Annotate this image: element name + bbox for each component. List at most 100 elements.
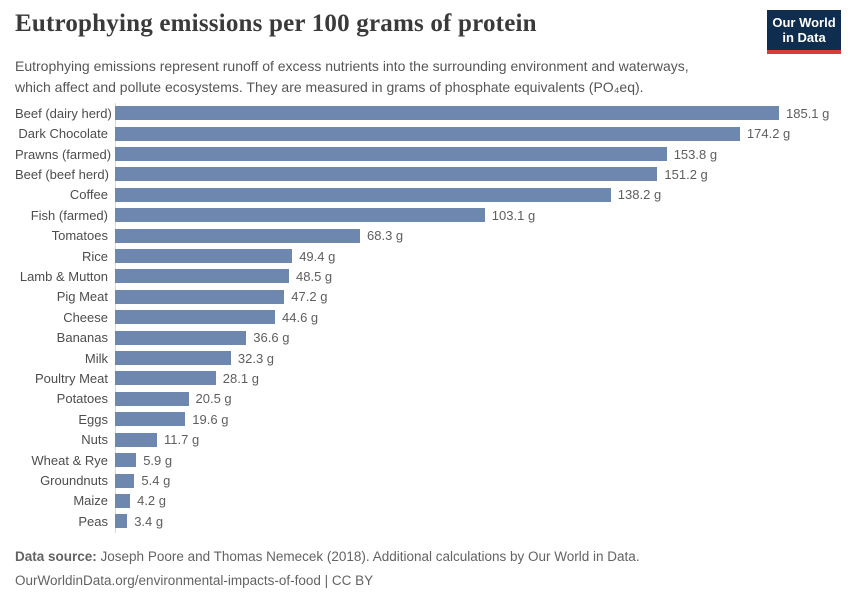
chart-row: Groundnuts 5.4 g — [15, 470, 845, 490]
bar-track: 28.1 g — [115, 368, 845, 388]
chart-row: Rice 49.4 g — [15, 246, 845, 266]
bar[interactable] — [115, 432, 157, 447]
data-source-text: Joseph Poore and Thomas Nemecek (2018). … — [96, 549, 640, 564]
bar[interactable] — [115, 187, 611, 202]
bar[interactable] — [115, 391, 189, 406]
value-label: 49.4 g — [299, 248, 336, 264]
chart-row: Coffee 138.2 g — [15, 185, 845, 205]
chart-row: Maize 4.2 g — [15, 491, 845, 511]
category-label: Pig Meat — [56, 289, 108, 305]
bar-track: 36.6 g — [115, 327, 845, 347]
bar[interactable] — [115, 249, 293, 264]
bar-track: 5.4 g — [115, 470, 845, 490]
value-label: 151.2 g — [664, 166, 708, 182]
category-label: Fish (farmed) — [30, 207, 108, 223]
logo-line-2: in Data — [782, 30, 826, 45]
category-label: Nuts — [81, 432, 108, 448]
bar-track: 185.1 g — [115, 103, 845, 123]
bar[interactable] — [115, 167, 658, 182]
chart-row: Potatoes 20.5 g — [15, 389, 845, 409]
chart-row: Dark Chocolate 174.2 g — [15, 123, 845, 143]
bar-track: 153.8 g — [115, 144, 845, 164]
value-label: 48.5 g — [296, 268, 333, 284]
value-label: 68.3 g — [367, 228, 404, 244]
category-label: Peas — [78, 513, 108, 529]
value-label: 28.1 g — [222, 370, 259, 386]
bar-track: 11.7 g — [115, 430, 845, 450]
chart-row: Eggs 19.6 g — [15, 409, 845, 429]
bar-track: 44.6 g — [115, 307, 845, 327]
bar[interactable] — [115, 371, 216, 386]
chart-row: Nuts 11.7 g — [15, 430, 845, 450]
value-label: 44.6 g — [282, 309, 319, 325]
category-label: Prawns (farmed) — [15, 146, 112, 162]
bar[interactable] — [115, 269, 289, 284]
chart-subtitle: Eutrophying emissions represent runoff o… — [15, 58, 689, 95]
value-label: 103.1 g — [491, 207, 536, 223]
value-label: 20.5 g — [195, 391, 232, 407]
bar-track: 3.4 g — [115, 511, 845, 531]
chart-row: Tomatoes 68.3 g — [15, 225, 845, 245]
bar-track: 68.3 g — [115, 225, 845, 245]
value-label: 4.2 g — [137, 493, 167, 509]
value-label: 36.6 g — [253, 330, 290, 346]
category-label: Tomatoes — [51, 228, 108, 244]
category-label: Bananas — [56, 330, 108, 346]
bar-track: 4.2 g — [115, 491, 845, 511]
chart-row: Beef (dairy herd) 185.1 g — [15, 103, 845, 123]
category-label: Cheese — [63, 309, 108, 325]
bar[interactable] — [115, 228, 360, 243]
category-label: Wheat & Rye — [31, 452, 108, 468]
value-label: 5.9 g — [143, 452, 173, 468]
bar-track: 103.1 g — [115, 205, 845, 225]
bar-track: 49.4 g — [115, 246, 845, 266]
chart-row: Pig Meat 47.2 g — [15, 287, 845, 307]
chart-footer: Data source: Joseph Poore and Thomas Nem… — [15, 545, 640, 593]
value-label: 3.4 g — [134, 513, 164, 529]
bar-track: 174.2 g — [115, 123, 845, 143]
chart-row: Beef (beef herd) 151.2 g — [15, 164, 845, 184]
bar[interactable] — [115, 310, 275, 325]
bar[interactable] — [115, 289, 285, 304]
value-label: 19.6 g — [192, 411, 229, 427]
bar-track: 48.5 g — [115, 266, 845, 286]
bar[interactable] — [115, 147, 667, 162]
bar[interactable] — [115, 351, 231, 366]
category-label: Potatoes — [56, 391, 108, 407]
chart-row: Poultry Meat 28.1 g — [15, 368, 845, 388]
bar[interactable] — [115, 412, 186, 427]
category-label: Groundnuts — [40, 473, 108, 489]
category-label: Lamb & Mutton — [19, 268, 108, 284]
value-label: 174.2 g — [746, 126, 791, 142]
bar[interactable] — [115, 208, 485, 223]
bar-chart: Beef (dairy herd) 185.1 g Dark Chocolate 17… — [15, 103, 845, 532]
category-label: Milk — [84, 350, 108, 366]
bar[interactable] — [115, 453, 137, 468]
bar[interactable] — [115, 473, 135, 488]
category-label: Beef (beef herd) — [15, 166, 109, 182]
category-label: Coffee — [69, 187, 108, 203]
chart-row: Fish (farmed) 103.1 g — [15, 205, 845, 225]
bar[interactable] — [115, 330, 247, 345]
bar[interactable] — [115, 514, 128, 529]
chart-row: Lamb & Mutton 48.5 g — [15, 266, 845, 286]
bar[interactable] — [115, 106, 779, 121]
bar-track: 20.5 g — [115, 389, 845, 409]
value-label: 47.2 g — [291, 289, 328, 305]
owid-logo[interactable]: Our World in Data — [767, 10, 841, 54]
bar[interactable] — [115, 493, 131, 508]
value-label: 32.3 g — [237, 350, 275, 366]
bar[interactable] — [115, 126, 740, 141]
chart-row: Wheat & Rye 5.9 g — [15, 450, 845, 470]
chart-row: Cheese 44.6 g — [15, 307, 845, 327]
data-source-line: Data source: Joseph Poore and Thomas Nem… — [15, 545, 640, 569]
bar-track: 5.9 g — [115, 450, 845, 470]
footer-link-line: OurWorldinData.org/environmental-impacts… — [15, 573, 374, 588]
category-label: Rice — [81, 248, 108, 264]
category-label: Poultry Meat — [35, 370, 108, 386]
data-source-label: Data source: — [15, 549, 97, 564]
category-label: Beef (dairy herd) — [15, 105, 112, 121]
bar-track: 32.3 g — [115, 348, 845, 368]
value-label: 185.1 g — [786, 105, 830, 121]
